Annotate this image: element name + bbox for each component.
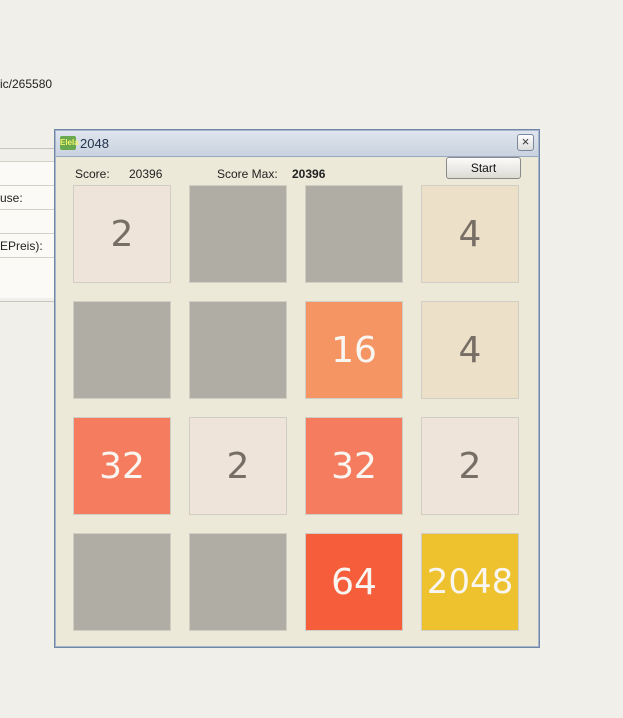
tile-empty: [73, 301, 171, 399]
background-form-row: EPreis):: [0, 233, 60, 258]
tile-4: 4: [421, 301, 519, 399]
tile-2048: 2048: [421, 533, 519, 631]
background-form-row: [0, 257, 60, 298]
game-board: 2 4 16 4 32 2 32 2 64 2048: [73, 185, 521, 633]
game-dialog: Elela 2048 × Score: 20396 Score Max: 203…: [54, 129, 540, 648]
tile-empty: [305, 185, 403, 283]
tile-empty: [189, 301, 287, 399]
tile-empty: [73, 533, 171, 631]
tile-empty: [189, 533, 287, 631]
background-form-row: [0, 161, 60, 186]
background-url-text: ic/265580: [0, 77, 53, 91]
start-button[interactable]: Start: [446, 157, 521, 179]
close-button[interactable]: ×: [517, 134, 534, 151]
tile-2: 2: [189, 417, 287, 515]
app-icon: Elela: [60, 136, 79, 150]
tile-empty: [189, 185, 287, 283]
tile-32: 32: [73, 417, 171, 515]
title-bar[interactable]: Elela 2048 ×: [56, 131, 538, 157]
tile-64: 64: [305, 533, 403, 631]
tile-4: 4: [421, 185, 519, 283]
tile-2: 2: [73, 185, 171, 283]
background-form-row: [0, 209, 60, 234]
score-max-value: 20396: [292, 167, 326, 181]
background-form-row: use:: [0, 185, 60, 210]
score-value: 20396: [129, 167, 163, 181]
tile-32: 32: [305, 417, 403, 515]
tile-16: 16: [305, 301, 403, 399]
background-form-panel: use: EPreis):: [0, 148, 60, 302]
window-title: 2048: [80, 136, 109, 151]
score-label: Score:: [75, 167, 110, 181]
score-max-label: Score Max:: [217, 167, 278, 181]
tile-2: 2: [421, 417, 519, 515]
